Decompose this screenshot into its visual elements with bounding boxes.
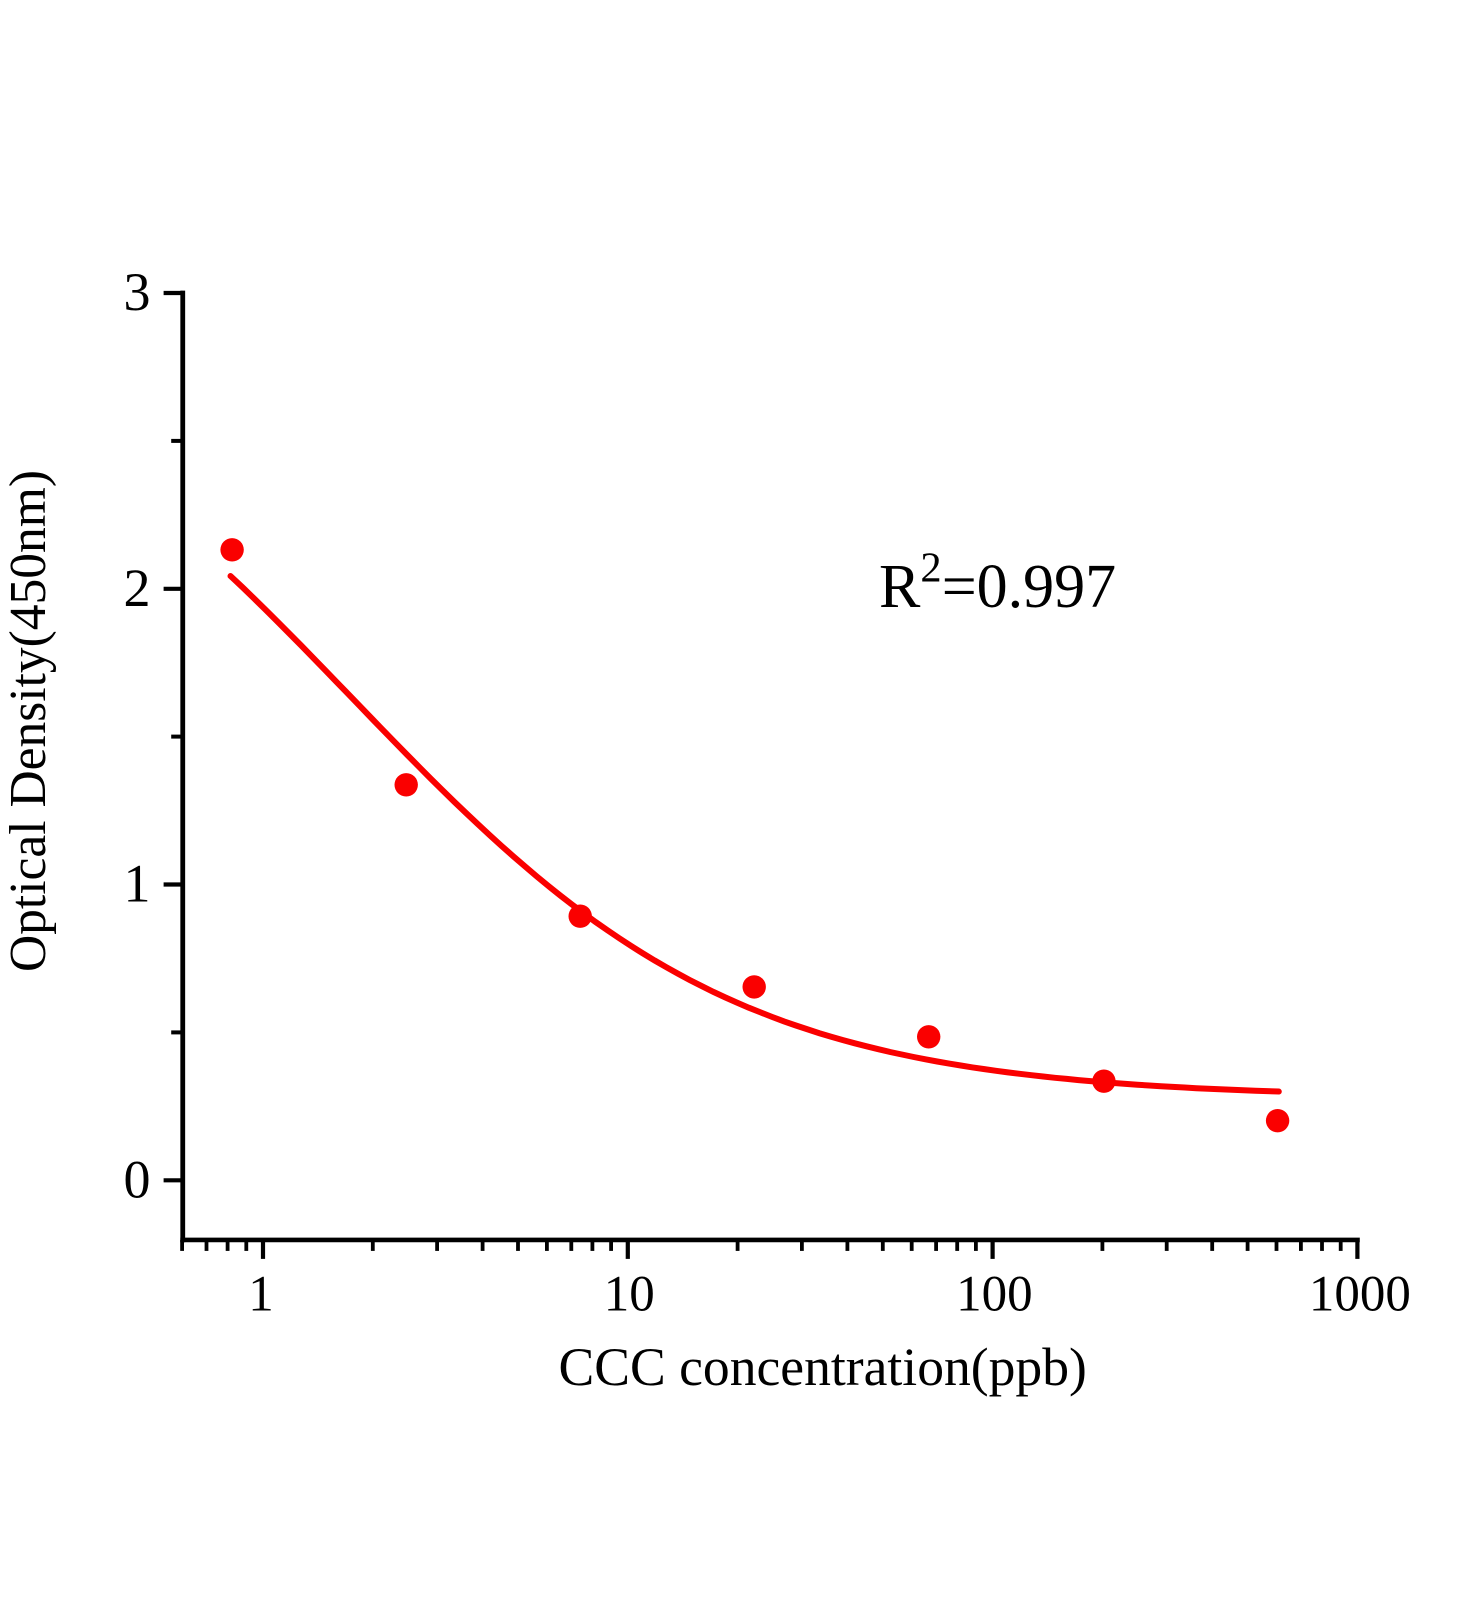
- svg-text:10: 10: [604, 1267, 655, 1323]
- svg-text:1: 1: [248, 1267, 274, 1323]
- svg-text:Optical Density(450nm): Optical Density(450nm): [0, 470, 57, 972]
- svg-text:3: 3: [124, 262, 151, 322]
- svg-text:1000: 1000: [1309, 1267, 1411, 1323]
- svg-text:100: 100: [956, 1267, 1033, 1323]
- svg-text:R: R: [879, 553, 921, 621]
- svg-text:CCC concentration(ppb): CCC concentration(ppb): [559, 1337, 1087, 1397]
- svg-text:0: 0: [124, 1149, 151, 1209]
- svg-text:2: 2: [920, 545, 941, 592]
- svg-text:=0.997: =0.997: [942, 553, 1116, 621]
- svg-text:1: 1: [124, 854, 151, 914]
- svg-text:2: 2: [124, 558, 151, 618]
